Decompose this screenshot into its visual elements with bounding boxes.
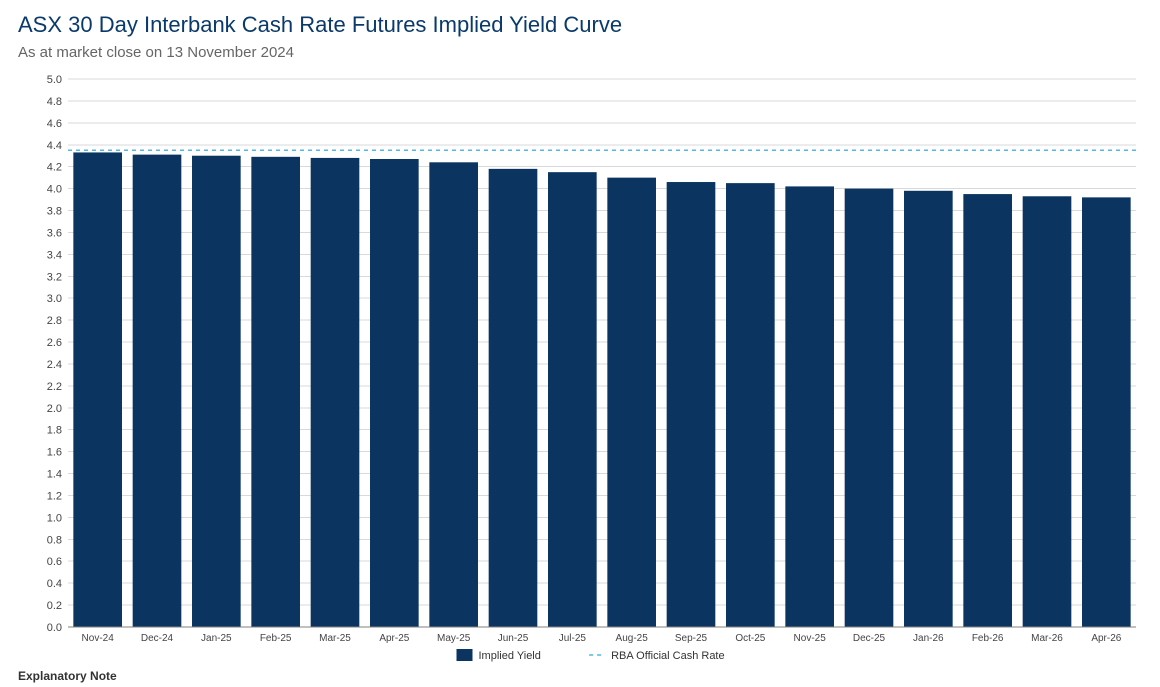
page-title: ASX 30 Day Interbank Cash Rate Futures I… xyxy=(18,12,1142,38)
chart-page: ASX 30 Day Interbank Cash Rate Futures I… xyxy=(0,0,1160,687)
legend-label: RBA Official Cash Rate xyxy=(611,650,725,662)
bar xyxy=(429,162,478,627)
y-tick-label: 0.0 xyxy=(47,622,62,634)
chart-svg: 0.0 0.2 0.4 0.6 0.8 1.0 1.2 1.4 1.6 1.8 2.0 2.2 2.4 2… xyxy=(18,75,1142,665)
y-tick-label: 3.0 xyxy=(47,293,62,305)
y-tick-label: 4.6 xyxy=(47,118,62,130)
x-tick-label: Dec-24 xyxy=(141,633,174,644)
bar xyxy=(489,169,538,627)
y-tick-label: 2.2 xyxy=(47,381,62,393)
bar xyxy=(548,172,597,627)
y-tick-label: 4.0 xyxy=(47,184,62,196)
x-tick-label: Feb-26 xyxy=(972,633,1004,644)
bar xyxy=(845,189,894,627)
y-tick-label: 2.6 xyxy=(47,337,62,349)
bar xyxy=(133,155,182,627)
bar xyxy=(607,178,656,627)
y-tick-label: 4.8 xyxy=(47,96,62,108)
y-tick-label: 0.2 xyxy=(47,600,62,612)
x-tick-label: Apr-25 xyxy=(379,633,409,644)
y-tick-label: 0.4 xyxy=(47,578,62,590)
x-tick-label: Feb-25 xyxy=(260,633,292,644)
x-tick-label: Mar-26 xyxy=(1031,633,1063,644)
x-tick-label: Nov-24 xyxy=(82,633,115,644)
y-tick-label: 3.2 xyxy=(47,271,62,283)
y-tick-label: 4.4 xyxy=(47,140,62,152)
y-tick-label: 3.4 xyxy=(47,249,62,261)
x-tick-label: Jul-25 xyxy=(559,633,587,644)
y-tick-label: 3.6 xyxy=(47,227,62,239)
bar xyxy=(667,182,716,627)
page-subtitle: As at market close on 13 November 2024 xyxy=(18,44,1142,61)
y-tick-label: 0.8 xyxy=(47,534,62,546)
y-tick-label: 1.8 xyxy=(47,425,62,437)
y-tick-label: 1.0 xyxy=(47,512,62,524)
bar xyxy=(785,186,834,627)
yield-curve-chart: 0.0 0.2 0.4 0.6 0.8 1.0 1.2 1.4 1.6 1.8 2.0 2.2 2.4 2… xyxy=(18,75,1142,665)
bar xyxy=(1023,196,1072,627)
y-tick-label: 2.0 xyxy=(47,403,62,415)
bar xyxy=(370,159,419,627)
y-tick-label: 2.8 xyxy=(47,315,62,327)
y-tick-label: 2.4 xyxy=(47,359,62,371)
x-tick-label: Sep-25 xyxy=(675,633,708,644)
y-tick-label: 1.2 xyxy=(47,490,62,502)
bar xyxy=(904,191,953,627)
bar xyxy=(73,152,122,627)
legend-swatch-bar xyxy=(457,649,473,661)
legend: Implied Yield RBA Official Cash Rate xyxy=(457,649,725,662)
y-tick-label: 1.4 xyxy=(47,469,62,481)
x-tick-label: Jan-26 xyxy=(913,633,944,644)
bar xyxy=(1082,197,1131,627)
y-tick-label: 4.2 xyxy=(47,162,62,174)
x-tick-label: Jun-25 xyxy=(498,633,529,644)
y-tick-label: 0.6 xyxy=(47,556,62,568)
x-tick-label: Jan-25 xyxy=(201,633,232,644)
x-tick-label: Apr-26 xyxy=(1091,633,1121,644)
x-tick-label: May-25 xyxy=(437,633,471,644)
x-tick-label: Aug-25 xyxy=(616,633,649,644)
bar xyxy=(311,158,360,627)
bar xyxy=(251,157,300,627)
bar xyxy=(963,194,1012,627)
y-tick-label: 3.8 xyxy=(47,206,62,218)
x-tick-label: Mar-25 xyxy=(319,633,351,644)
x-tick-label: Nov-25 xyxy=(794,633,827,644)
bar xyxy=(192,156,241,627)
y-tick-label: 1.6 xyxy=(47,447,62,459)
bar xyxy=(726,183,775,627)
x-tick-label: Oct-25 xyxy=(735,633,765,644)
x-tick-label: Dec-25 xyxy=(853,633,886,644)
y-tick-label: 5.0 xyxy=(47,75,62,86)
explanatory-note-heading: Explanatory Note xyxy=(18,669,1142,683)
legend-label: Implied Yield xyxy=(479,650,541,662)
